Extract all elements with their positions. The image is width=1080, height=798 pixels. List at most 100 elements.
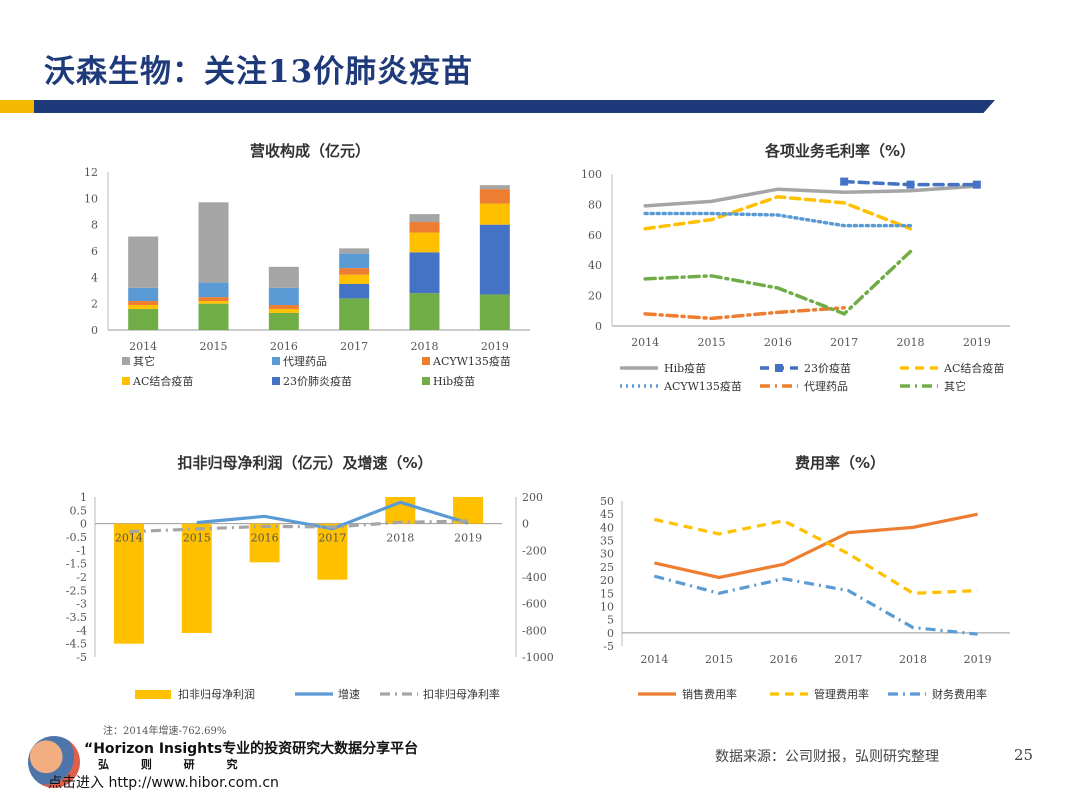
x-tick-label: 2018 — [386, 532, 414, 545]
legend-label: AC结合疫苗 — [132, 374, 193, 388]
y-tick-label: 0 — [91, 324, 98, 337]
y-tick-label: 20 — [588, 290, 602, 303]
x-tick-label: 2018 — [899, 653, 927, 666]
legend-label: 其它 — [944, 379, 966, 393]
x-tick-label: 2015 — [705, 653, 733, 666]
legend-label: ACYW135疫苗 — [663, 379, 742, 393]
bar-segment — [268, 304, 299, 309]
series-line — [643, 249, 913, 316]
chart1-title: 营收构成（亿元） — [249, 142, 370, 160]
growth-note: 注：2014年增速-762.69% — [103, 726, 227, 737]
bar-segment — [128, 301, 159, 305]
y-tick-label: 40 — [600, 521, 614, 534]
bar-segment — [339, 298, 370, 330]
bar-segment — [409, 293, 440, 330]
y-tick-label: 20 — [600, 574, 614, 587]
legend-label: 财务费用率 — [932, 687, 987, 701]
x-tick-label: 2016 — [764, 336, 792, 349]
bar-segment — [198, 303, 229, 330]
legend-swatch — [135, 690, 171, 699]
bar-segment — [409, 214, 440, 223]
bar-segment — [268, 308, 299, 313]
bar-segment — [128, 304, 159, 309]
legend-label: Hib疫苗 — [433, 374, 475, 388]
y-tick-label: -0.5 — [66, 531, 87, 544]
legend-label: 管理费用率 — [814, 687, 869, 701]
y2-tick-label: -400 — [522, 571, 547, 584]
y2-tick-label: 0 — [522, 518, 529, 531]
x-tick-label: 2015 — [200, 340, 228, 353]
x-tick-label: 2019 — [454, 532, 482, 545]
net-profit-chart: 10.50-0.5-1-1.5-2-2.5-3-3.5-4-4.5-52000-… — [66, 491, 554, 701]
legend-label: Hib疫苗 — [664, 361, 706, 375]
bar-segment — [339, 274, 370, 284]
bar-segment — [409, 222, 440, 233]
y-tick-label: 15 — [600, 587, 614, 600]
title-bar — [0, 100, 995, 113]
x-tick-label: 2018 — [897, 336, 925, 349]
bar-segment — [479, 224, 510, 295]
series-line — [643, 211, 913, 228]
bar-segment — [198, 282, 229, 298]
watermark-line2: 弘 则 研 究 — [98, 758, 252, 771]
y-tick-label: 50 — [600, 495, 614, 508]
y-tick-label: 100 — [581, 168, 602, 181]
x-tick-label: 2019 — [963, 336, 991, 349]
bar-segment — [128, 287, 159, 302]
y-tick-label: -5 — [603, 640, 614, 653]
watermark-logo — [28, 736, 80, 788]
y2-tick-label: -800 — [522, 624, 547, 637]
bar-segment — [128, 236, 159, 288]
bar-segment — [268, 287, 299, 305]
bar-segment — [268, 312, 299, 330]
y-tick-label: 0 — [607, 627, 614, 640]
y-tick-label: 80 — [588, 198, 602, 211]
legend-label: 23价疫苗 — [804, 361, 851, 375]
bar-segment — [479, 203, 510, 225]
legend-swatch — [422, 357, 430, 365]
x-tick-label: 2017 — [834, 653, 862, 666]
y-tick-label: 0.5 — [70, 504, 88, 517]
legend-label: AC结合疫苗 — [943, 361, 1004, 375]
y-tick-label: 0 — [595, 320, 602, 333]
chart2-title: 各项业务毛利率（%） — [764, 142, 916, 160]
watermark: “Horizon Insights专业的投资研究大数据分享平台 弘 则 研 究 … — [28, 734, 418, 794]
x-tick-label: 2017 — [340, 340, 368, 353]
x-tick-label: 2018 — [411, 340, 439, 353]
x-tick-label: 2014 — [631, 336, 659, 349]
y-tick-label: 0 — [80, 518, 87, 531]
y-tick-label: 45 — [600, 508, 614, 521]
y-tick-label: -2.5 — [66, 584, 87, 597]
y2-tick-label: -1000 — [522, 651, 554, 664]
x-tick-label: 2016 — [251, 532, 279, 545]
bar-segment — [268, 266, 299, 288]
x-tick-label: 2014 — [115, 532, 143, 545]
y-tick-label: -5 — [76, 651, 87, 664]
bar-segment — [409, 232, 440, 253]
series-marker — [840, 177, 849, 186]
x-tick-label: 2015 — [698, 336, 726, 349]
legend-label: 代理药品 — [283, 355, 327, 368]
chart3-title: 扣非归母净利润（亿元）及增速（%） — [177, 454, 433, 472]
y-tick-label: -3.5 — [66, 611, 87, 624]
bar-segment — [339, 253, 370, 269]
y-tick-label: 12 — [84, 166, 98, 179]
page-number: 25 — [1014, 746, 1034, 764]
bar-segment — [339, 283, 370, 299]
legend-label: 销售费用率 — [682, 687, 737, 701]
y2-tick-label: -200 — [522, 544, 547, 557]
bar-segment — [479, 185, 510, 190]
watermark-line1: “Horizon Insights专业的投资研究大数据分享平台 — [84, 741, 419, 757]
legend-swatch — [122, 357, 130, 365]
legend-label: 代理药品 — [804, 380, 848, 393]
series-line — [128, 519, 469, 534]
watermark-link[interactable]: 点击进入 http://www.hibor.com.cn — [48, 775, 279, 791]
series-line — [653, 512, 978, 580]
x-tick-label: 2014 — [129, 340, 157, 353]
gross-margin-chart: 0 20 40 60 80 100 2014 2015 2016 2017 2018 2019 Hib疫… — [581, 168, 1010, 393]
legend-label: 扣非归母净利润 — [178, 687, 255, 701]
bar-segment — [198, 297, 229, 302]
slide-title: 沃森生物：关注13价肺炎疫苗 — [44, 54, 474, 90]
legend-label: 增速 — [338, 687, 360, 701]
legend-swatch — [422, 377, 430, 385]
